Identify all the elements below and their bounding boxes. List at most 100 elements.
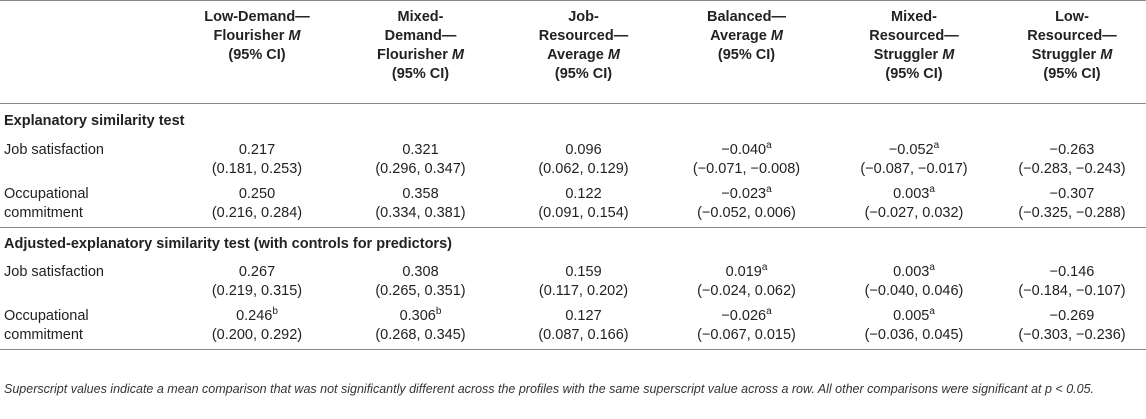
table-cell: 0.321 (0.296, 0.347)	[337, 136, 504, 181]
cell-mean: 0.005	[893, 308, 930, 324]
header-line: (95% CI)	[228, 47, 286, 63]
table-cell: 0.250 (0.216, 0.284)	[177, 181, 337, 228]
row-label: Job satisfaction	[0, 258, 177, 303]
header-line: (95% CI)	[391, 66, 450, 82]
cell-ci: (0.091, 0.154)	[538, 205, 629, 221]
cell-mean: 0.321	[402, 142, 439, 158]
cell-ci: (0.117, 0.202)	[538, 283, 629, 299]
section-row: Adjusted-explanatory similarity test (wi…	[0, 227, 1146, 258]
header-cell: Mixed- Demand— Flourisher M (95% CI)	[337, 0, 504, 104]
cell-superscript: a	[766, 184, 772, 196]
cell-ci: (0.219, 0.315)	[211, 283, 303, 299]
header-line: Struggler M	[1031, 47, 1113, 63]
header-line: Resourced—	[1027, 28, 1117, 44]
cell-superscript: a	[929, 262, 935, 274]
cell-superscript: a	[761, 262, 768, 274]
cell-mean: 0.358	[402, 186, 439, 202]
header-line: Resourced—	[538, 28, 629, 44]
cell-ci: (0.334, 0.381)	[375, 205, 466, 221]
header-cell-empty	[0, 0, 177, 104]
cell-ci: (−0.303, −0.236)	[1018, 327, 1126, 343]
row-label: Job satisfaction	[0, 136, 177, 181]
cell-ci: (−0.052, 0.006)	[697, 205, 796, 221]
cell-mean: 0.246	[236, 308, 273, 324]
cell-superscript: b	[272, 306, 278, 318]
table-footnote: Superscript values indicate a mean compa…	[4, 382, 1094, 396]
header-cell: Low- Resourced— Struggler M (95% CI)	[998, 0, 1146, 104]
cell-mean: −0.263	[1049, 142, 1095, 158]
row-label: Occupational commitment	[0, 303, 177, 350]
cell-ci: (−0.040, 0.046)	[864, 283, 964, 299]
table-cell: 0.122 (0.091, 0.154)	[504, 181, 663, 228]
table-cell: −0.269 (−0.303, −0.236)	[998, 303, 1146, 350]
table-row: Occupational commitment 0.246b (0.200, 0.…	[0, 303, 1146, 350]
results-table: Low-Demand— Flourisher M (95% CI) Mixed-…	[0, 0, 1146, 350]
cell-ci: (−0.283, −0.243)	[1018, 161, 1126, 177]
cell-mean: −0.052	[888, 142, 934, 158]
cell-mean: 0.122	[565, 186, 602, 202]
cell-mean: −0.269	[1049, 308, 1095, 324]
header-line: (95% CI)	[717, 47, 776, 63]
cell-ci: (0.216, 0.284)	[211, 205, 303, 221]
cell-mean: −0.146	[1049, 264, 1095, 280]
cell-mean: 0.250	[238, 186, 276, 202]
header-line: (95% CI)	[885, 66, 943, 82]
header-line: Mixed-	[891, 9, 937, 25]
row-label-line: Occupational	[4, 186, 89, 202]
cell-ci: (0.062, 0.129)	[538, 161, 629, 177]
row-label-line: commitment	[4, 205, 83, 221]
table-cell: 0.096 (0.062, 0.129)	[504, 136, 663, 181]
header-line: Demand—	[384, 28, 457, 44]
row-label-line: Occupational	[4, 308, 89, 324]
table-cell: 0.003a (−0.040, 0.046)	[830, 258, 998, 303]
cell-ci: (0.200, 0.292)	[211, 327, 303, 343]
cell-ci: (0.265, 0.351)	[375, 283, 466, 299]
cell-ci: (−0.087, −0.017)	[860, 161, 968, 177]
cell-ci: (0.268, 0.345)	[375, 327, 466, 343]
section-row: Explanatory similarity test	[0, 104, 1146, 137]
table-cell: 0.003a (−0.027, 0.032)	[830, 181, 998, 228]
table-cell: 0.308 (0.265, 0.351)	[337, 258, 504, 303]
cell-mean: 0.019	[725, 264, 762, 280]
cell-ci: (−0.024, 0.062)	[697, 283, 796, 299]
header-row: Low-Demand— Flourisher M (95% CI) Mixed-…	[0, 0, 1146, 104]
cell-ci: (−0.325, −0.288)	[1018, 205, 1126, 221]
cell-superscript: a	[929, 306, 935, 318]
cell-mean: 0.096	[565, 142, 602, 158]
cell-mean: 0.267	[238, 264, 276, 280]
header-line: Struggler M	[873, 47, 955, 63]
table-cell: −0.052a (−0.087, −0.017)	[830, 136, 998, 181]
table-cell: 0.246b (0.200, 0.292)	[177, 303, 337, 350]
table-row: Job satisfaction 0.267 (0.219, 0.315) 0.3…	[0, 258, 1146, 303]
table-cell: 0.217 (0.181, 0.253)	[177, 136, 337, 181]
cell-mean: 0.159	[565, 264, 602, 280]
cell-mean: 0.308	[402, 264, 439, 280]
table-row: Occupational commitment 0.250 (0.216, 0.2…	[0, 181, 1146, 228]
row-label: Occupational commitment	[0, 181, 177, 228]
cell-mean: −0.040	[721, 142, 767, 158]
cell-superscript: a	[766, 140, 772, 152]
section-title: Adjusted-explanatory similarity test (wi…	[0, 227, 1146, 258]
cell-superscript: a	[766, 306, 772, 318]
header-cell: Balanced— Average M (95% CI)	[663, 0, 830, 104]
table-cell: 0.005a (−0.036, 0.045)	[830, 303, 998, 350]
header-line: Resourced—	[869, 28, 959, 44]
cell-ci: (−0.027, 0.032)	[864, 205, 964, 221]
cell-superscript: a	[929, 184, 935, 196]
table-cell: −0.040a (−0.071, −0.008)	[663, 136, 830, 181]
table-cell: 0.159 (0.117, 0.202)	[504, 258, 663, 303]
header-line: Balanced—	[707, 9, 786, 25]
cell-mean: −0.023	[721, 186, 767, 202]
cell-ci: (0.296, 0.347)	[375, 161, 466, 177]
header-line: Flourisher M	[213, 28, 301, 44]
cell-ci: (−0.067, 0.015)	[697, 327, 796, 343]
header-line: (95% CI)	[554, 66, 613, 82]
header-line: Flourisher M	[376, 47, 465, 63]
header-line: Average M	[710, 28, 783, 44]
cell-superscript: b	[435, 306, 442, 318]
cell-mean: 0.217	[238, 142, 276, 158]
header-cell: Job- Resourced— Average M (95% CI)	[504, 0, 663, 104]
header-line: Low-Demand—	[204, 9, 310, 25]
cell-ci: (0.181, 0.253)	[211, 161, 303, 177]
